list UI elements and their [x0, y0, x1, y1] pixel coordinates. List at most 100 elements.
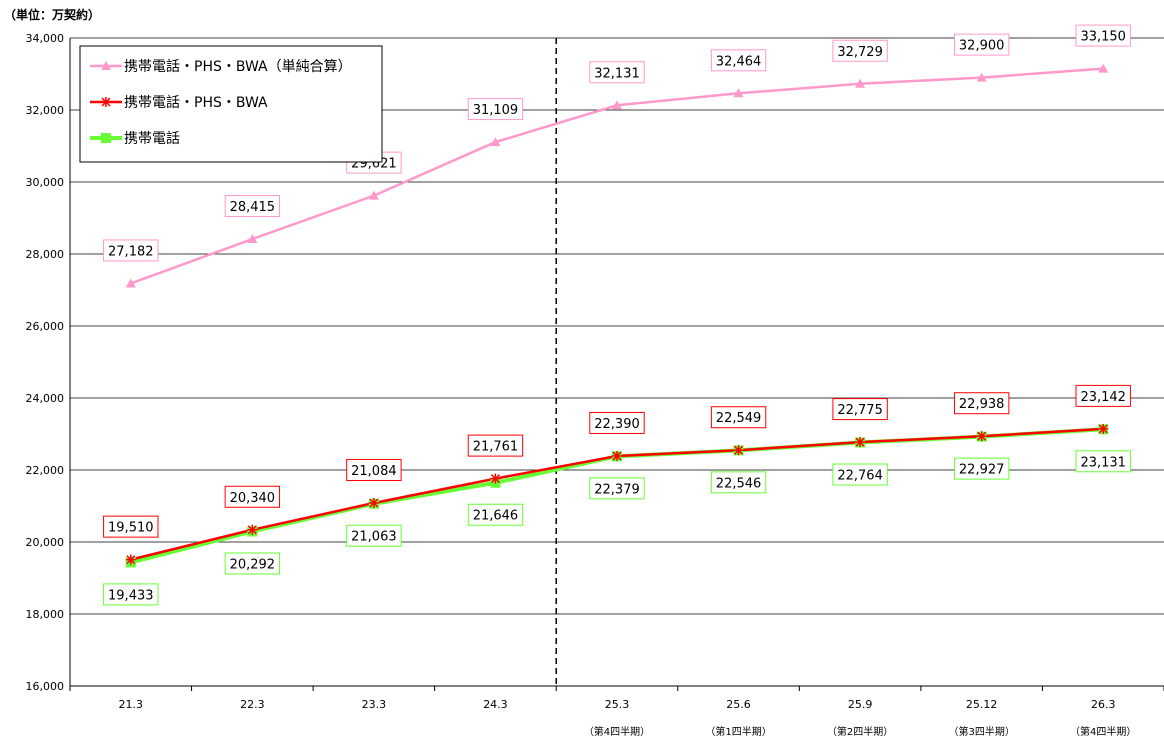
data-label-box: [1075, 24, 1131, 47]
data-point: [855, 437, 865, 447]
data-label-box: [832, 39, 888, 62]
data-label: 19,510: [108, 521, 154, 536]
y-tick-label: 32,000: [26, 104, 65, 117]
data-label: 31,109: [473, 103, 519, 118]
data-point: [1098, 63, 1109, 73]
data-label: 22,775: [837, 403, 883, 418]
data-point: [734, 445, 744, 455]
data-label-box: [467, 503, 524, 526]
x-tick-sublabel: （第4四半期）: [584, 725, 650, 738]
x-tick-label: 22.3: [240, 698, 265, 711]
y-tick-label: 34,000: [26, 32, 65, 45]
y-tick-label: 24,000: [26, 392, 65, 405]
data-point: [125, 278, 136, 288]
data-label-box: [589, 477, 645, 500]
data-point: [126, 555, 136, 565]
data-label: 22,938: [959, 397, 1005, 412]
data-label-box: [467, 434, 524, 457]
data-label: 32,464: [716, 54, 762, 69]
legend-label: 携帯電話・PHS・BWA（単純合算）: [124, 58, 352, 75]
data-point: [490, 137, 501, 147]
x-tick-label: 26.3: [1091, 698, 1116, 711]
data-label-box: [710, 406, 767, 429]
data-label: 32,131: [594, 66, 640, 81]
data-label: 23,142: [1080, 390, 1126, 405]
data-label-box: [467, 98, 524, 121]
data-label: 20,292: [230, 557, 276, 572]
data-point: [612, 451, 622, 461]
data-point: [101, 61, 111, 70]
data-label: 22,549: [716, 411, 762, 426]
data-label-box: [1075, 450, 1131, 473]
data-label-box: [346, 524, 402, 547]
x-tick-sublabel: （第4四半期）: [1070, 725, 1136, 738]
data-point: [1098, 424, 1108, 434]
data-label-box: [953, 392, 1010, 415]
data-point: [247, 234, 258, 244]
y-tick-label: 26,000: [26, 320, 65, 333]
data-label-box: [103, 583, 159, 606]
data-point: [977, 431, 987, 441]
x-tick-label: 25.9: [848, 698, 873, 711]
data-label: 32,729: [837, 45, 883, 60]
x-tick-sublabel: （第1四半期）: [705, 725, 771, 738]
y-tick-label: 22,000: [26, 464, 65, 477]
data-label: 32,900: [959, 39, 1005, 54]
data-label: 23,131: [1080, 455, 1126, 470]
data-label-box: [710, 49, 767, 72]
data-label: 27,182: [108, 244, 154, 259]
data-label-box: [953, 33, 1010, 56]
data-label: 22,546: [716, 476, 762, 491]
data-label: 21,761: [473, 440, 519, 455]
data-point: [247, 525, 257, 535]
data-label: 33,150: [1080, 30, 1126, 45]
data-label: 19,433: [108, 588, 154, 603]
data-label-box: [103, 515, 159, 538]
data-point: [733, 88, 744, 98]
data-label: 22,390: [594, 417, 640, 432]
data-label-box: [1075, 384, 1131, 407]
data-label-box: [224, 195, 281, 218]
data-point: [101, 133, 111, 143]
legend-label: 携帯電話・PHS・BWA: [124, 94, 268, 111]
x-tick-label: 24.3: [483, 698, 508, 711]
data-point: [490, 474, 500, 484]
data-label: 22,379: [594, 482, 640, 497]
data-label-box: [224, 552, 281, 575]
y-tick-label: 28,000: [26, 248, 65, 261]
data-label-box: [224, 485, 281, 508]
y-tick-label: 18,000: [26, 608, 65, 621]
data-label-box: [346, 458, 402, 481]
x-tick-label: 25.3: [605, 698, 630, 711]
x-tick-label: 25.12: [966, 698, 998, 711]
data-point: [855, 78, 866, 88]
x-tick-label: 25.6: [726, 698, 751, 711]
data-label-box: [103, 239, 159, 262]
data-label: 28,415: [230, 200, 276, 215]
data-label: 22,927: [959, 463, 1005, 478]
data-label: 21,084: [351, 464, 397, 479]
y-tick-label: 16,000: [26, 680, 65, 693]
data-point: [976, 72, 987, 82]
data-point: [612, 100, 622, 110]
data-label: 21,646: [473, 509, 519, 524]
data-label-box: [589, 411, 645, 434]
data-label: 22,764: [837, 468, 883, 483]
data-point: [369, 498, 379, 508]
y-tick-label: 20,000: [26, 536, 65, 549]
x-tick-sublabel: （第2四半期）: [827, 725, 893, 738]
unit-label: （単位：万契約）: [4, 8, 101, 22]
data-label-box: [832, 398, 888, 421]
data-label: 21,063: [351, 530, 397, 545]
data-label-box: [710, 471, 767, 494]
data-label: 20,340: [230, 491, 276, 506]
legend-label: 携帯電話: [124, 130, 180, 147]
data-label-box: [832, 463, 888, 486]
legend-box: [79, 45, 383, 163]
x-tick-label: 23.3: [362, 698, 387, 711]
y-tick-label: 30,000: [26, 176, 65, 189]
x-tick-label: 21.3: [119, 698, 144, 711]
x-tick-sublabel: （第3四半期）: [948, 725, 1014, 738]
data-label-box: [589, 61, 645, 84]
